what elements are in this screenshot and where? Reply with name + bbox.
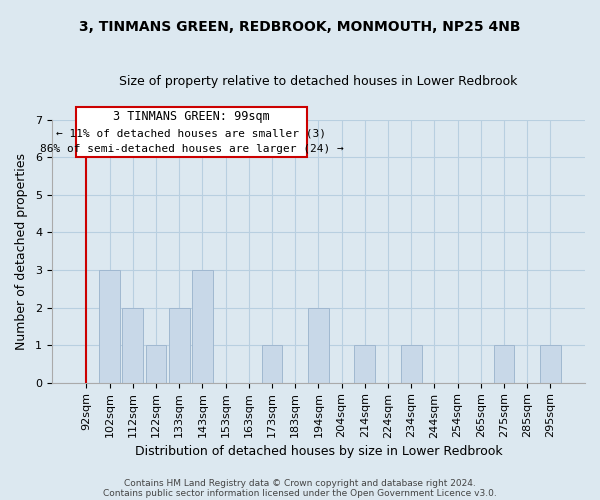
Title: Size of property relative to detached houses in Lower Redbrook: Size of property relative to detached ho… <box>119 75 518 88</box>
Bar <box>192 270 213 382</box>
Bar <box>355 345 375 383</box>
Bar <box>99 270 120 382</box>
Bar <box>146 345 166 383</box>
Bar <box>122 308 143 382</box>
X-axis label: Distribution of detached houses by size in Lower Redbrook: Distribution of detached houses by size … <box>134 444 502 458</box>
Text: 3 TINMANS GREEN: 99sqm: 3 TINMANS GREEN: 99sqm <box>113 110 270 122</box>
Y-axis label: Number of detached properties: Number of detached properties <box>15 152 28 350</box>
Bar <box>494 345 514 383</box>
Text: Contains public sector information licensed under the Open Government Licence v3: Contains public sector information licen… <box>103 488 497 498</box>
Bar <box>262 345 283 383</box>
Bar <box>169 308 190 382</box>
Bar <box>308 308 329 382</box>
Text: 86% of semi-detached houses are larger (24) →: 86% of semi-detached houses are larger (… <box>40 144 343 154</box>
Bar <box>540 345 561 383</box>
FancyBboxPatch shape <box>76 106 307 158</box>
Text: Contains HM Land Registry data © Crown copyright and database right 2024.: Contains HM Land Registry data © Crown c… <box>124 478 476 488</box>
Bar <box>401 345 422 383</box>
Text: 3, TINMANS GREEN, REDBROOK, MONMOUTH, NP25 4NB: 3, TINMANS GREEN, REDBROOK, MONMOUTH, NP… <box>79 20 521 34</box>
Text: ← 11% of detached houses are smaller (3): ← 11% of detached houses are smaller (3) <box>56 128 326 138</box>
